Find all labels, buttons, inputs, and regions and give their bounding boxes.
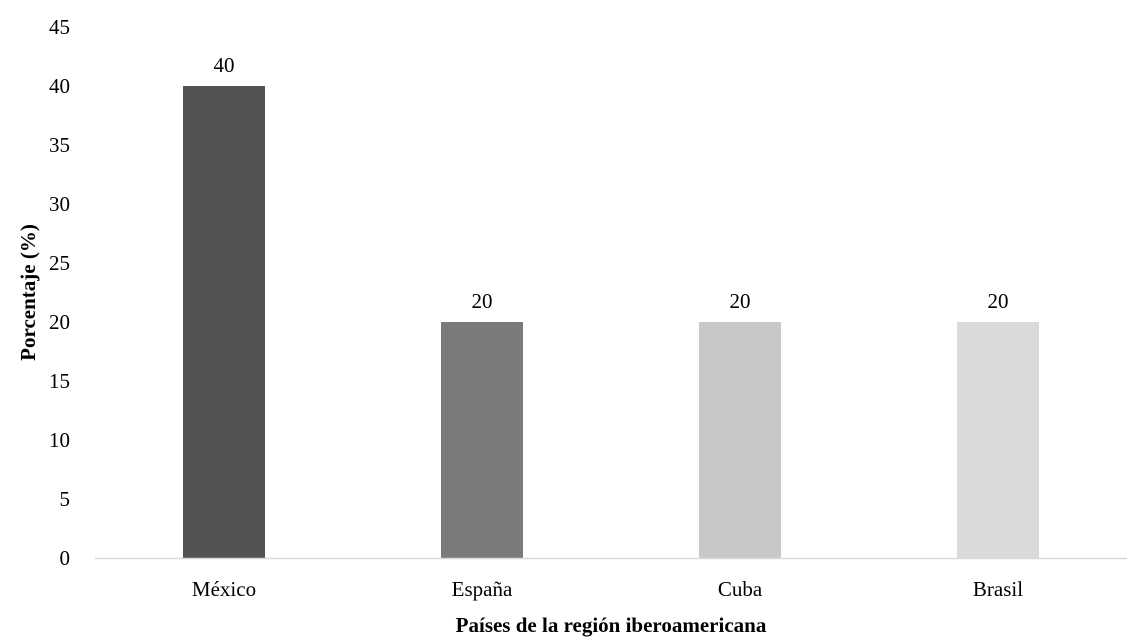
y-tick-label: 5	[60, 487, 71, 511]
y-tick-label: 15	[49, 369, 70, 393]
x-axis-ticks: México España Cuba Brasil	[192, 577, 1023, 601]
data-label: 40	[214, 53, 235, 77]
bar-brasil	[957, 322, 1039, 558]
bars	[183, 86, 1039, 558]
x-tick-label: Cuba	[718, 577, 763, 601]
data-label: 20	[730, 289, 751, 313]
bar-espana	[441, 322, 523, 558]
x-tick-label: México	[192, 577, 256, 601]
data-label: 20	[988, 289, 1009, 313]
y-tick-label: 20	[49, 310, 70, 334]
data-labels: 40 20 20 20	[214, 53, 1009, 313]
bar-cuba	[699, 322, 781, 558]
y-tick-label: 10	[49, 428, 70, 452]
y-axis-ticks: 0 5 10 15 20 25 30 35 40 45	[49, 15, 70, 570]
y-tick-label: 30	[49, 192, 70, 216]
y-axis-title: Porcentaje (%)	[16, 224, 40, 361]
bar-mexico	[183, 86, 265, 558]
y-tick-label: 25	[49, 251, 70, 275]
y-tick-label: 40	[49, 74, 70, 98]
x-tick-label: España	[452, 577, 513, 601]
y-tick-label: 35	[49, 133, 70, 157]
y-tick-label: 0	[60, 546, 71, 570]
y-tick-label: 45	[49, 15, 70, 39]
data-label: 20	[472, 289, 493, 313]
x-axis-title: Países de la región iberoamericana	[456, 613, 767, 637]
x-tick-label: Brasil	[973, 577, 1023, 601]
